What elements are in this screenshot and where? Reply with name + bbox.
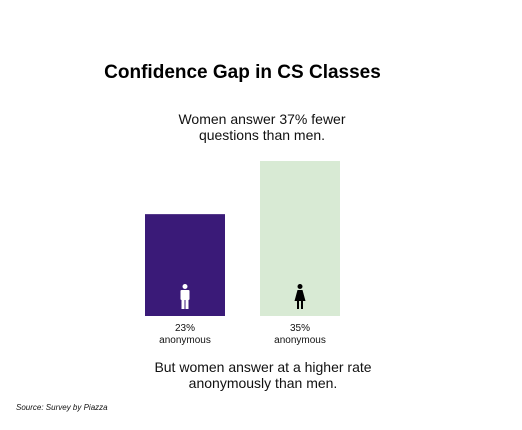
- chart-source: Source: Survey by Piazza: [16, 403, 108, 412]
- bar-sublabel: anonymous: [274, 335, 326, 346]
- chart-note: But women answer at a higher rate anonym…: [130, 359, 396, 391]
- bar-men: [145, 214, 225, 316]
- bar-value-label: 23%: [175, 323, 195, 334]
- bar-sublabel: anonymous: [159, 335, 211, 346]
- bar-value-label: 35%: [290, 323, 310, 334]
